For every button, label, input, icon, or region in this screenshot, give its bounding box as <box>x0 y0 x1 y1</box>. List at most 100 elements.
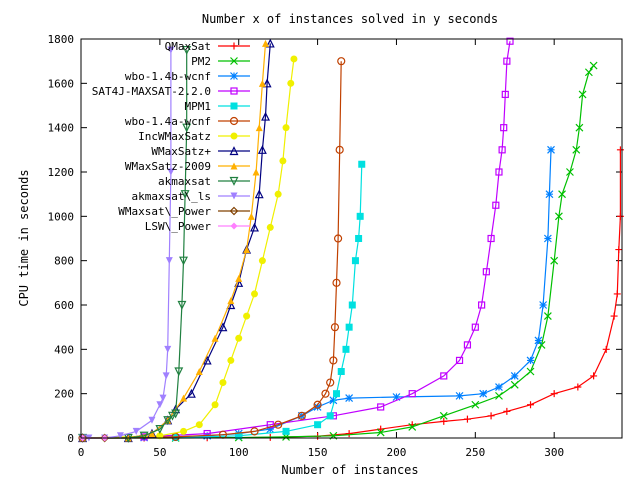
data-point <box>243 246 251 254</box>
data-point <box>356 212 364 220</box>
data-point <box>503 407 511 415</box>
legend-label: wbo-1.4b-wcnf <box>125 70 211 83</box>
data-point <box>358 160 366 168</box>
data-point <box>180 427 188 435</box>
series-incwmaxsatz <box>79 55 298 442</box>
data-point <box>163 416 173 426</box>
data-point <box>148 416 156 424</box>
data-point <box>252 168 260 176</box>
legend-label: LSW\_Power <box>145 220 212 233</box>
data-point <box>326 378 335 387</box>
legend-label: akmaxsat <box>158 175 211 188</box>
data-point <box>471 400 480 409</box>
data-point <box>266 425 275 434</box>
data-point <box>503 57 511 65</box>
y-axis-label: CPU time in seconds <box>17 169 31 306</box>
data-point <box>235 334 243 342</box>
legend-entry-qmaxsat: QMaxSat <box>165 40 250 53</box>
series-akmaxsat <box>78 45 192 443</box>
data-point <box>526 367 535 376</box>
data-point <box>392 393 401 401</box>
data-point <box>479 389 488 398</box>
data-point <box>342 345 350 353</box>
data-point <box>478 301 486 309</box>
data-point <box>440 417 448 425</box>
data-point <box>550 256 559 265</box>
legend-marker <box>230 57 238 65</box>
legend-marker <box>229 206 239 216</box>
x-tick-label: 50 <box>153 446 166 459</box>
data-point <box>218 322 228 332</box>
data-point <box>526 356 535 365</box>
data-point <box>333 234 343 243</box>
data-point <box>455 391 464 400</box>
x-tick-label: 200 <box>387 446 407 459</box>
data-point <box>177 300 187 310</box>
x-tick-label: 300 <box>544 446 564 459</box>
data-point <box>348 301 356 309</box>
legend-entry-wbo-1-4b-wcnf: wbo-1.4b-wcnf <box>125 70 250 83</box>
data-point <box>297 411 306 420</box>
data-point <box>329 356 338 365</box>
y-tick-label: 1200 <box>48 166 75 179</box>
series-sat4j-maxsat-2-2-0 <box>78 37 514 442</box>
data-point <box>182 123 192 133</box>
legend-marker <box>230 222 238 230</box>
data-point <box>179 256 188 266</box>
data-point <box>167 168 175 176</box>
data-point <box>377 403 385 411</box>
data-point <box>168 411 177 421</box>
data-point <box>180 190 190 200</box>
data-point <box>227 297 235 305</box>
data-point <box>351 257 359 265</box>
data-point <box>482 268 490 276</box>
data-point <box>439 411 448 420</box>
legend-label: WMaxsat\_Power <box>118 205 211 218</box>
data-point <box>408 390 416 398</box>
data-point <box>162 372 170 380</box>
data-point <box>132 427 140 435</box>
legend-entry-akmaxsat-ls: akmaxsat\_ls <box>132 190 250 203</box>
y-tick-label: 0 <box>67 432 74 445</box>
legend-marker <box>230 87 238 95</box>
data-point <box>156 401 164 409</box>
data-point <box>313 400 322 409</box>
legend-label: MPM1 <box>185 100 212 113</box>
data-point <box>471 323 479 331</box>
legend-entry-wmaxsatz-2009: WMaxSatz-2009 <box>125 160 250 173</box>
data-point <box>345 430 353 438</box>
data-point <box>554 212 563 221</box>
data-point <box>501 90 509 99</box>
data-point <box>235 432 243 440</box>
data-point <box>290 55 298 63</box>
legend-marker <box>230 132 238 140</box>
legend-entry-incwmaxsatz: IncWMaxSatz <box>138 130 250 143</box>
y-tick-label: 1800 <box>48 33 75 46</box>
data-point <box>257 144 267 154</box>
data-point <box>250 290 258 298</box>
legend-entry-sat4j-maxsat-2-2-0: SAT4J-MAXSAT-2.2.0 <box>92 85 250 98</box>
y-tick-label: 1400 <box>48 122 75 135</box>
data-point <box>550 390 558 398</box>
data-point <box>500 124 508 132</box>
legend-entry-lsw-power: LSW\_Power <box>145 220 250 233</box>
data-point <box>186 388 196 398</box>
data-point <box>510 372 519 380</box>
data-point <box>615 246 623 254</box>
legend-marker <box>229 116 239 126</box>
data-point <box>254 189 264 199</box>
data-point <box>440 372 448 380</box>
y-tick-label: 1000 <box>48 210 75 223</box>
data-point <box>616 146 624 154</box>
legend-entry-wmaxsat-power: WMaxsat\_Power <box>118 205 250 218</box>
data-point <box>495 391 503 400</box>
data-point <box>171 409 181 419</box>
data-point <box>314 421 322 429</box>
data-point <box>258 257 266 265</box>
x-tick-label: 250 <box>465 446 485 459</box>
axis-ticks: 0 50 100 150 200 250 300 0 200 400 600 800 1000 1200 1… <box>48 33 622 459</box>
data-point <box>266 223 274 231</box>
data-point <box>377 425 385 433</box>
legend-entry-mpm1: MPM1 <box>185 100 250 113</box>
data-point <box>495 383 503 391</box>
